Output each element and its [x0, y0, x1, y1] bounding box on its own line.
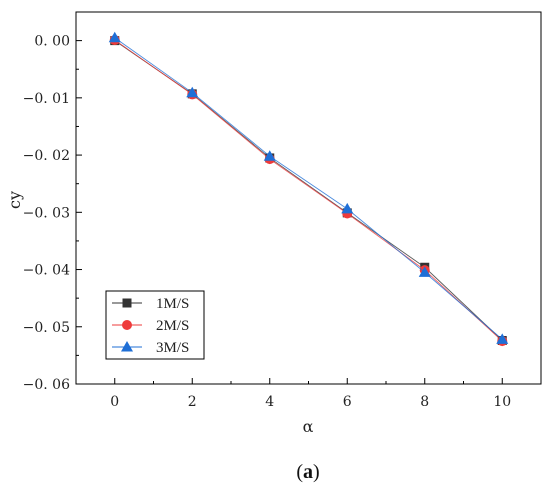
data-point-triangle	[418, 266, 431, 277]
legend-label: 2M/S	[156, 318, 189, 334]
y-tick-label: 0. 00	[34, 34, 70, 50]
x-axis-title: α	[303, 417, 314, 436]
y-axis-title: cy	[5, 191, 24, 209]
y-tick-label: −0. 05	[23, 320, 70, 336]
y-tick-label: −0. 06	[23, 377, 70, 393]
series-layer	[108, 31, 509, 347]
data-point-square	[122, 298, 132, 308]
x-tick-label: 10	[493, 394, 511, 410]
x-tick-label: 4	[265, 394, 274, 410]
caption-letter: a	[303, 461, 313, 483]
data-point-triangle	[186, 86, 199, 98]
legend: 1M/S 2M/S 3M/S	[105, 290, 205, 360]
data-point-triangle	[341, 202, 354, 214]
data-point-triangle	[121, 341, 133, 352]
legend-label: 1M/S	[156, 296, 189, 312]
data-point-circle	[122, 320, 132, 330]
series-line	[114, 39, 503, 342]
y-tick-label: −0. 03	[23, 205, 70, 221]
series-line	[114, 37, 503, 340]
data-point-triangle	[496, 333, 509, 344]
series-triangle	[108, 31, 509, 344]
caption-open: (	[296, 461, 303, 483]
y-tick-label: −0. 04	[23, 263, 70, 279]
x-tick-label: 8	[420, 394, 429, 410]
figure-caption: (a)	[296, 461, 319, 483]
x-tick-label: 2	[188, 394, 197, 410]
x-tick-label: 6	[343, 394, 352, 410]
data-point-triangle	[263, 150, 276, 161]
legend-item: 2M/S	[112, 318, 189, 334]
caption-close: )	[313, 461, 320, 483]
data-point-triangle	[108, 31, 121, 43]
x-tick-label: 0	[110, 394, 119, 410]
legend-item: 3M/S	[112, 340, 189, 356]
axis-ticks: 0 2 4 6 8 10 0. 00 −0. 01 −0. 02 −0. 03 −0. 04 −0. …	[23, 34, 512, 410]
legend-item: 1M/S	[112, 296, 189, 312]
legend-label: 3M/S	[156, 340, 189, 356]
y-tick-label: −0. 01	[23, 91, 70, 107]
y-tick-label: −0. 02	[23, 148, 70, 164]
